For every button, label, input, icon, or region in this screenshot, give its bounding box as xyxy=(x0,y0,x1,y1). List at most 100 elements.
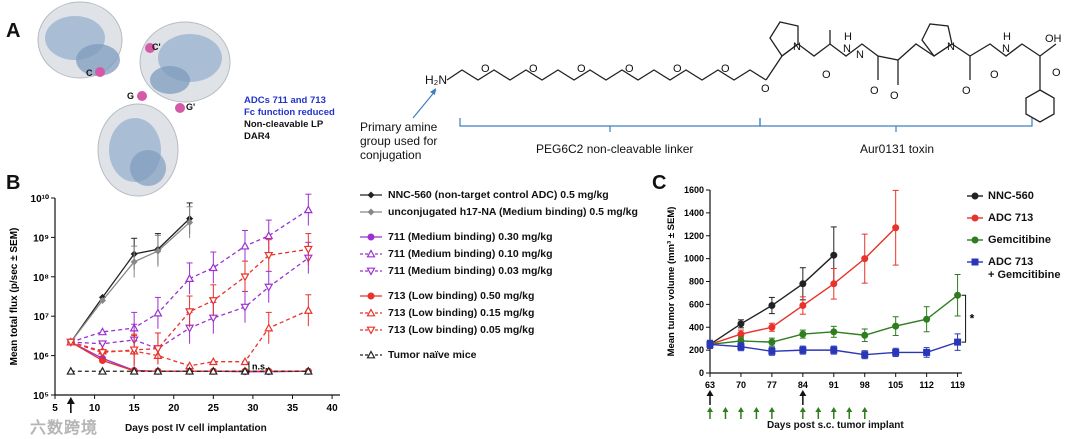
primary-amine-note: Primary amine group used for conjugation xyxy=(360,120,438,162)
chart-b-legend-item: 713 (Low binding) 0.15 mg/kg xyxy=(358,305,534,321)
chart-b-point xyxy=(185,273,195,283)
chart-c-point xyxy=(830,280,838,288)
svg-text:O: O xyxy=(481,63,490,75)
chart-c-xtick-label: 84 xyxy=(798,380,808,390)
chart-c-point xyxy=(768,323,776,331)
svg-text:O: O xyxy=(761,83,770,95)
chart-b-point xyxy=(303,305,313,314)
chart-c-xtick-label: 77 xyxy=(767,380,777,390)
chart-b-series-line xyxy=(70,218,191,343)
chart-b-dose-arrowhead xyxy=(66,397,75,404)
svg-text:N: N xyxy=(843,43,851,55)
acid-oxygen: O xyxy=(1052,67,1061,79)
chart-c-gem-dose-arrowhead xyxy=(815,407,822,412)
svg-text:H: H xyxy=(1003,31,1011,43)
acid-label: OH xyxy=(1045,33,1062,45)
amine-arrow xyxy=(412,89,437,119)
chart-b-legend-label: unconjugated h17-NA (Medium binding) 0.5… xyxy=(388,206,638,218)
chart-b-series-line xyxy=(70,221,191,343)
chart-c-gem-dose-arrowhead xyxy=(799,407,806,412)
chart-b-legend-marker xyxy=(366,350,376,359)
proline-ring-2 xyxy=(921,23,953,57)
chart-c-point xyxy=(737,343,745,351)
conjugation-site-c xyxy=(95,67,105,77)
chart-c-xtick-label: 119 xyxy=(950,380,965,390)
chart-c-legend-swatch xyxy=(967,192,983,200)
svg-text:H: H xyxy=(844,31,852,43)
chart-b-point xyxy=(208,262,218,272)
chart-b-point xyxy=(240,366,250,375)
chart-b-series-1 xyxy=(67,206,194,346)
chart-c-point xyxy=(799,302,807,310)
svg-text:O: O xyxy=(870,85,879,97)
chart-c-gem-dose-arrowhead xyxy=(846,407,853,412)
chart-c-legend-label: Gemcitibine xyxy=(988,234,1051,246)
chart-b-point xyxy=(154,247,162,255)
watermark: 六数跨境 xyxy=(30,420,99,437)
chart-b-legend-swatch xyxy=(360,233,382,241)
svg-text:O: O xyxy=(962,85,971,97)
chart-b-point xyxy=(66,338,76,347)
chart-b-series-7 xyxy=(66,233,313,366)
chart-c-point xyxy=(799,346,807,354)
chart-b-xtick-label: 20 xyxy=(168,403,180,414)
chart-b-xtick-label: 35 xyxy=(287,403,299,414)
chart-c-gem-dose-arrowhead xyxy=(768,407,775,412)
chart-c-legend-item: Gemcitibine xyxy=(966,234,1051,247)
chart-c-adc-dose-arrowhead xyxy=(706,390,714,396)
chart-b-point xyxy=(153,345,163,354)
chart-b-series-line xyxy=(70,248,309,354)
chart-c-point xyxy=(830,328,838,336)
chart-c-point xyxy=(799,280,807,288)
chart-b-legend-label: NNC-560 (non-target control ADC) 0.5 mg/… xyxy=(388,189,609,201)
chart-c-legend-item: ADC 713 xyxy=(966,212,1033,225)
chart-c-series-3 xyxy=(706,333,962,360)
panel-label-b: B xyxy=(6,172,21,194)
chart-b-point xyxy=(153,308,163,317)
chart-c-ytick-label: 0 xyxy=(699,368,704,378)
chart-c-point xyxy=(923,348,931,356)
linker-label: PEG6C2 non-cleavable linker xyxy=(536,142,694,156)
chart-c-ylabel: Mean tumor volume (mm³ ± SEM) xyxy=(666,207,677,357)
antibody-fc xyxy=(97,103,179,197)
chart-c-legend-marker xyxy=(971,236,979,244)
chart-b-series-0 xyxy=(67,202,194,346)
chart-c-gem-dose-arrowhead xyxy=(861,407,868,412)
chart-c-adc-dose-arrowhead xyxy=(799,390,807,396)
chart-b-point xyxy=(129,346,139,355)
chart-c-point xyxy=(861,255,869,263)
chart-c-legend-swatch xyxy=(967,214,983,222)
chart-b-legend-label: 713 (Low binding) 0.50 mg/kg xyxy=(388,290,535,302)
chart-c-ytick-label: 1000 xyxy=(684,254,704,264)
chart-b-legend-swatch xyxy=(360,326,382,335)
chart-b-series-8 xyxy=(66,366,313,375)
chart-c-xtick-label: 70 xyxy=(736,380,746,390)
svg-text:O: O xyxy=(890,90,899,102)
chart-c-ytick-label: 600 xyxy=(689,299,704,309)
chart-c-point xyxy=(768,347,776,355)
chart-c-point xyxy=(954,338,962,346)
chart-b-ytick-label: 10⁶ xyxy=(33,352,49,363)
chart-c-point xyxy=(737,320,745,328)
chart-c-point xyxy=(706,340,714,348)
linker-payload-structure: H₂N O O O O O O O N O N H N O O N O O N … xyxy=(412,21,1062,132)
chart-c-point xyxy=(861,331,869,339)
svg-text:N: N xyxy=(856,49,864,61)
chart-c-xtick-label: 105 xyxy=(888,380,903,390)
chart-b-point xyxy=(208,356,218,366)
adc-line-3: Non-cleavable LP xyxy=(244,119,324,130)
toxin-brace xyxy=(759,118,1033,132)
toxin-backbone xyxy=(765,43,1057,81)
chart-c-legend-label-line: + Gemcitibine xyxy=(988,269,1061,281)
chart-b-legend-swatch xyxy=(360,308,382,317)
chart-c-xtick-label: 91 xyxy=(829,380,839,390)
site-label-g: G xyxy=(127,91,134,101)
svg-text:N: N xyxy=(793,41,801,53)
chart-b-legend-item: 711 (Medium binding) 0.30 mg/kg xyxy=(358,229,553,245)
chart-c-point xyxy=(830,251,838,259)
adc-line-4: DAR4 xyxy=(244,131,270,142)
conjugation-site-g xyxy=(137,91,147,101)
chart-c-ytick-label: 1600 xyxy=(684,185,704,195)
proline-ring-1 xyxy=(769,21,799,57)
peg-oxygens: O O O O O O O xyxy=(481,63,770,95)
